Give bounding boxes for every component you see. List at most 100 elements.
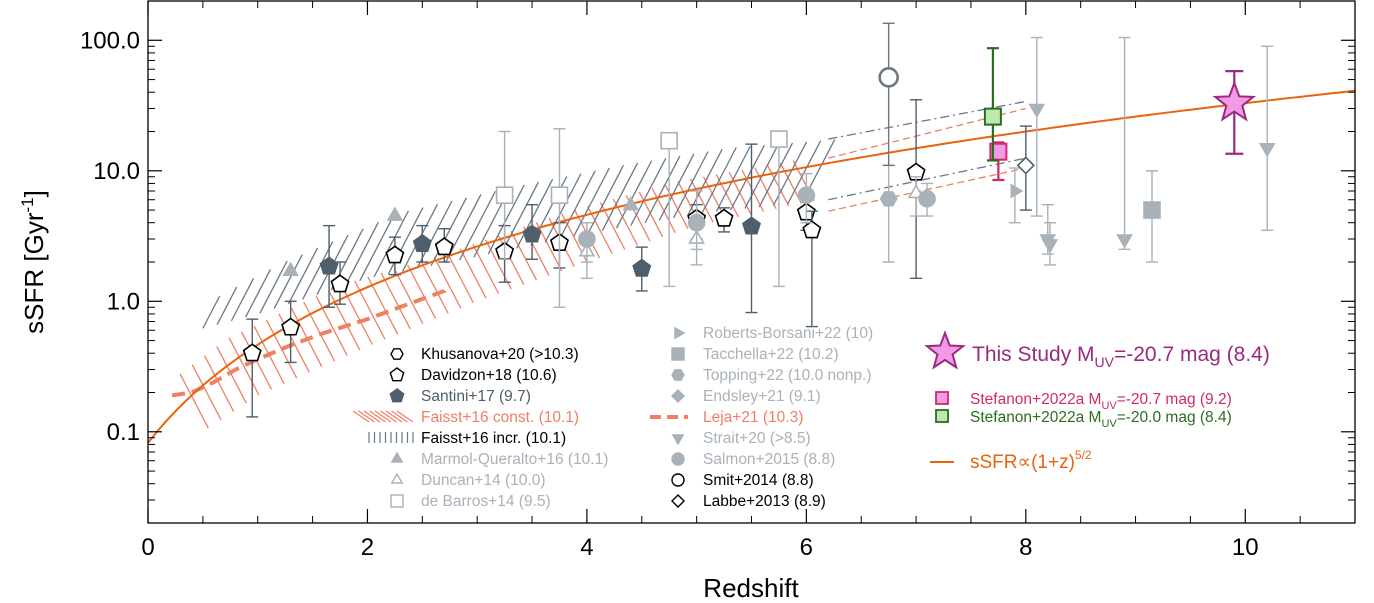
faisst16-const-hatch xyxy=(228,337,260,396)
faisst16-const-hatch xyxy=(303,301,336,362)
data-point xyxy=(687,213,706,232)
data-point xyxy=(495,186,514,204)
legend-hatch-swatch xyxy=(396,410,414,423)
faisst16-const-hatch xyxy=(433,256,462,309)
legend-item: Smit+2014 (8.8) xyxy=(671,472,814,489)
legend-stef-b-tail: =-20.0 mag (8.4) xyxy=(1117,409,1232,426)
y-tick-label: 100.0 xyxy=(80,27,140,54)
faisst16-incr-hatch xyxy=(344,222,379,286)
data-point xyxy=(550,186,569,204)
legend-item: Salmon+2015 (8.8) xyxy=(671,451,835,468)
data-point xyxy=(622,196,640,211)
legend-label: Strait+20 (>8.5) xyxy=(703,430,811,447)
legend-label: Duncan+14 (10.0) xyxy=(421,472,546,489)
data-point xyxy=(578,230,596,248)
legend-hatch-swatch xyxy=(374,410,392,423)
legend-stef-a-marker xyxy=(935,391,949,405)
legend-item: Roberts-Borsani+22 (10) xyxy=(674,325,873,342)
data-point xyxy=(319,256,339,275)
legend-stef-b-name: Stefanon+2022a M xyxy=(970,409,1101,426)
legend-label: Endsley+21 (9.1) xyxy=(703,388,821,405)
legend-hatch-swatch xyxy=(369,410,386,423)
legend-stef-b-label: Stefanon+2022a MUV=-20.0 mag (8.4) xyxy=(970,409,1232,430)
faisst16-incr-hatch xyxy=(202,295,221,329)
faisst16-incr-hatch xyxy=(230,277,255,322)
faisst16-incr-hatch xyxy=(701,147,737,214)
data-point xyxy=(632,258,652,277)
faisst16-const-hatch xyxy=(265,319,298,379)
data-point xyxy=(434,237,454,256)
faisst16-incr-hatch xyxy=(658,153,695,221)
faisst16-const-hatch xyxy=(191,364,222,421)
faisst16-incr-hatch xyxy=(558,170,596,240)
data-point xyxy=(281,317,301,336)
legend-model-sup: 5/2 xyxy=(1075,448,1092,462)
x-tick-label: 10 xyxy=(1232,534,1259,561)
legend-item: Faisst+16 const. (10.1) xyxy=(352,409,579,426)
faisst16-const-hatch xyxy=(638,191,664,238)
legend-label: Faisst+16 incr. (10.1) xyxy=(421,430,566,447)
legend-item: Faisst+16 incr. (10.1) xyxy=(368,430,566,447)
faisst16-const-hatch xyxy=(328,289,361,351)
data-point xyxy=(770,130,788,148)
faisst16-const-hatch xyxy=(651,187,676,234)
faisst16-incr-hatch xyxy=(715,145,751,212)
legend-label: Roberts-Borsani+22 (10) xyxy=(703,325,873,342)
faisst16-incr-hatch xyxy=(430,197,468,267)
x-tick-label: 8 xyxy=(1019,534,1032,561)
legend-hatch-swatch xyxy=(352,410,370,423)
faisst16-incr-hatch xyxy=(302,241,334,300)
data-point xyxy=(802,220,822,239)
data-point xyxy=(1016,156,1035,175)
legend-item: Strait+20 (>8.5) xyxy=(671,430,811,447)
data-point xyxy=(1028,103,1046,119)
x-tick-label: 6 xyxy=(800,534,813,561)
legend-marker xyxy=(671,452,685,466)
legend-hatch-swatch xyxy=(380,410,397,423)
legend-marker xyxy=(390,348,404,360)
legend-hatch-swatch xyxy=(358,410,375,423)
faisst16-incr-extension xyxy=(828,157,1026,201)
legend-marker xyxy=(671,473,685,487)
legend-marker xyxy=(390,451,404,463)
faisst16-incr-hatch xyxy=(630,158,667,226)
legend-marker xyxy=(389,367,405,382)
faisst16-const-hatch xyxy=(179,373,209,429)
x-axis-title: Redshift xyxy=(703,573,799,603)
legend-label: Santini+17 (9.7) xyxy=(421,388,531,405)
legend-label: Tacchella+22 (10.2) xyxy=(703,346,839,363)
faisst16-incr-extension xyxy=(828,100,1026,140)
data-point xyxy=(522,224,542,243)
legend-hatch-swatch xyxy=(391,410,408,423)
legend-item: de Barros+14 (9.5) xyxy=(390,493,551,510)
legend-label: Salmon+2015 (8.8) xyxy=(703,451,835,468)
data-point xyxy=(741,216,762,235)
faisst16-const-hatch xyxy=(315,295,348,356)
faisst16-incr-hatch xyxy=(245,269,272,318)
faisst16-const-hatch xyxy=(485,239,512,290)
legend-marker xyxy=(390,472,404,484)
faisst16-incr-hatch xyxy=(787,140,822,205)
faisst16-incr-hatch xyxy=(573,167,610,237)
legend-stef-b-sub: UV xyxy=(1101,418,1117,430)
data-point xyxy=(983,107,1002,126)
data-point xyxy=(878,67,899,88)
faisst16-incr-hatch xyxy=(644,155,681,224)
legend-study-label: This Study MUV=-20.7 mag (8.4) xyxy=(972,343,1270,370)
legend-item: Khusanova+20 (>10.3) xyxy=(390,346,579,363)
legend-marker xyxy=(390,494,404,508)
data-point xyxy=(1212,80,1257,122)
data-point xyxy=(918,189,936,208)
data-point xyxy=(879,191,898,207)
legend-item: Tacchella+22 (10.2) xyxy=(671,346,839,363)
legend-label: de Barros+14 (9.5) xyxy=(421,493,551,510)
faisst16-const-hatch xyxy=(204,355,235,412)
legend-item: Duncan+14 (10.0) xyxy=(390,472,546,489)
data-point xyxy=(1258,143,1276,158)
legend-hatch-swatch xyxy=(363,410,381,423)
x-tick-label: 2 xyxy=(361,534,374,561)
faisst16-const-hatch xyxy=(754,167,777,210)
legend-stef-b-marker xyxy=(935,409,949,423)
faisst16-incr-hatch xyxy=(216,286,238,325)
